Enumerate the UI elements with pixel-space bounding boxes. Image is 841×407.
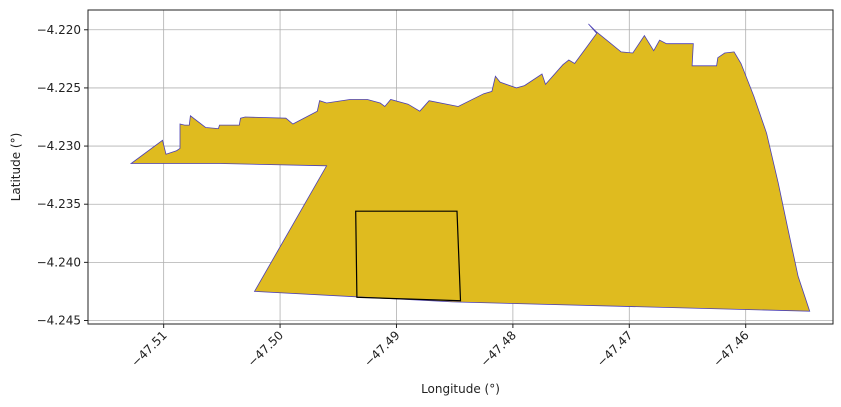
y-axis-label: Latitude (°) — [9, 133, 23, 202]
bounding-box — [355, 210, 462, 302]
y-tick-label-2: −4.230 — [37, 139, 81, 153]
y-axis-ticks: −4.220 −4.225 −4.230 −4.235 −4.240 −4.245 — [37, 23, 88, 328]
map-plot-area — [129, 23, 811, 312]
y-tick-label-4: −4.240 — [37, 255, 81, 269]
y-tick-label-5: −4.245 — [37, 314, 81, 328]
axes-frame — [87, 9, 834, 325]
y-tick-label-3: −4.235 — [37, 197, 81, 211]
x-axis-label: Longitude (°) — [421, 382, 500, 396]
y-tick-label-1: −4.225 — [37, 81, 81, 95]
y-tick-label-0: −4.220 — [37, 23, 81, 37]
region-polygon — [129, 23, 811, 312]
